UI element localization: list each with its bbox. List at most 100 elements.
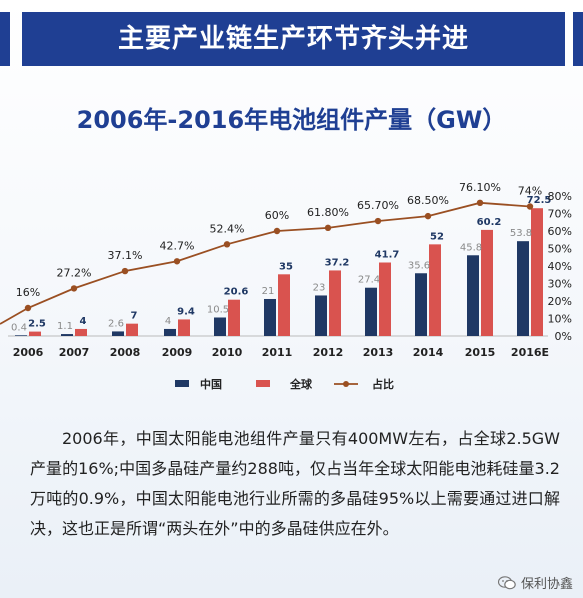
right-tick-6: 60%	[548, 225, 572, 238]
label-china-2009: 4	[165, 316, 171, 327]
label-china-2006: 0.4	[11, 322, 27, 333]
x-tick-2014: 2014	[413, 346, 444, 359]
label-global-2013: 41.7	[375, 250, 400, 261]
label-china-2008: 2.6	[108, 318, 124, 329]
bar-china-2008	[112, 331, 124, 336]
x-tick-2006: 2006	[13, 346, 44, 359]
banner-right-strip	[573, 12, 583, 66]
x-tick-2015: 2015	[465, 346, 496, 359]
banner-bar	[22, 12, 565, 66]
share-point-2015	[476, 199, 484, 207]
legend-label-global: 全球	[289, 377, 313, 391]
legend-swatch-global	[256, 380, 270, 387]
bar-china-2016E	[517, 241, 529, 336]
label-china-2010: 10.5	[207, 304, 229, 315]
share-line	[0, 201, 531, 325]
share-label-2012: 61.80%	[307, 206, 349, 219]
label-global-2016E: 72.5	[527, 195, 552, 206]
x-tick-2012: 2012	[313, 346, 344, 359]
watermark-text: 保利协鑫	[520, 577, 573, 592]
bar-global-2010	[228, 299, 240, 336]
bar-global-2006	[29, 331, 41, 336]
bar-global-2013	[379, 262, 391, 336]
bar-global-2008	[126, 323, 138, 336]
share-point-2008	[121, 267, 129, 275]
label-china-2015: 45.8	[460, 242, 482, 253]
label-global-2008: 7	[131, 311, 138, 322]
label-global-2010: 20.6	[224, 287, 249, 298]
bar-line-chart: 0.4 2.5 2006 1.1 4 2007 2.6 7 2008 4 9.4 2009 10.5 20…	[0, 181, 572, 391]
bar-global-2011	[278, 274, 290, 336]
bar-china-2007	[61, 334, 73, 336]
x-tick-2008: 2008	[110, 346, 141, 359]
legend-label-share: 占比	[372, 377, 394, 391]
banner-left-strip	[0, 12, 10, 66]
label-china-2014: 35.6	[408, 260, 430, 271]
share-point-2012	[324, 224, 332, 232]
label-china-2012: 23	[313, 282, 326, 293]
label-global-2011: 35	[279, 261, 293, 272]
bar-global-2012	[329, 270, 341, 336]
right-tick-3: 30%	[548, 278, 572, 291]
header-banner: 主要产业链生产环节齐头并进	[0, 12, 583, 66]
legend-swatch-china	[175, 380, 189, 387]
description-paragraph: 2006年，中国太阳能电池组件产量只有400MW左右，占全球2.5GW产量的16…	[30, 429, 560, 538]
share-point-2007	[70, 285, 78, 292]
share-point-2009	[173, 258, 181, 265]
share-label-2010: 52.4%	[210, 222, 245, 235]
x-tick-2007: 2007	[59, 346, 90, 359]
bar-global-2015	[481, 229, 493, 336]
share-point-2014	[424, 212, 432, 220]
label-china-2016E: 53.8	[510, 228, 532, 239]
right-tick-2: 20%	[548, 295, 572, 308]
share-point-2011	[273, 227, 281, 235]
x-tick-2010: 2010	[212, 346, 243, 359]
right-tick-1: 10%	[548, 313, 572, 326]
bar-china-2012	[315, 295, 327, 336]
share-point-2010	[223, 241, 231, 248]
label-china-2013: 27.4	[358, 275, 380, 286]
share-label-2009: 42.7%	[160, 239, 195, 252]
legend-label-china: 中国	[200, 377, 222, 391]
right-tick-4: 40%	[548, 260, 572, 273]
share-point-2013	[374, 217, 382, 225]
x-tick-2009: 2009	[162, 346, 193, 359]
x-tick-2011: 2011	[262, 346, 293, 359]
share-label-2011: 60%	[265, 209, 289, 222]
label-china-2011: 21	[262, 286, 275, 297]
bar-global-2007	[75, 328, 87, 336]
banner-title: 主要产业链生产环节齐头并进	[117, 24, 469, 54]
wechat-icon	[497, 575, 516, 590]
share-label-2006: 16%	[16, 286, 40, 299]
label-global-2006: 2.5	[28, 319, 46, 330]
x-tick-2016E: 2016E	[511, 346, 549, 359]
label-global-2007: 4	[80, 316, 87, 327]
bar-china-2013	[365, 287, 377, 336]
share-label-2007: 27.2%	[57, 266, 92, 279]
chart-title: 2006年-2016年电池组件产量（GW）	[76, 106, 507, 134]
bar-global-2014	[429, 244, 441, 336]
bar-china-2006	[15, 335, 27, 336]
right-tick-0: 0%	[555, 330, 572, 343]
share-point-2016E	[526, 203, 534, 210]
watermark: 保利协鑫	[497, 573, 573, 592]
right-tick-8: 80%	[548, 190, 572, 203]
bar-china-2009	[164, 328, 176, 336]
right-tick-7: 70%	[548, 208, 572, 221]
bar-china-2014	[415, 273, 427, 336]
share-point-2006	[24, 304, 32, 312]
right-tick-5: 50%	[548, 243, 572, 256]
bar-global-2016E	[531, 208, 543, 336]
label-global-2012: 37.2	[325, 257, 350, 268]
label-china-2007: 1.1	[57, 321, 73, 332]
bar-global-2009	[178, 319, 190, 336]
share-label-2008: 37.1%	[108, 249, 143, 262]
share-label-2014: 68.50%	[407, 194, 449, 207]
label-global-2015: 60.2	[477, 217, 502, 228]
bar-china-2010	[214, 317, 226, 336]
share-label-2016E: 74%	[518, 185, 542, 198]
x-tick-2013: 2013	[363, 346, 394, 359]
label-global-2014: 52	[430, 231, 444, 242]
legend-marker-share	[343, 381, 349, 387]
label-global-2009: 9.4	[177, 306, 195, 317]
